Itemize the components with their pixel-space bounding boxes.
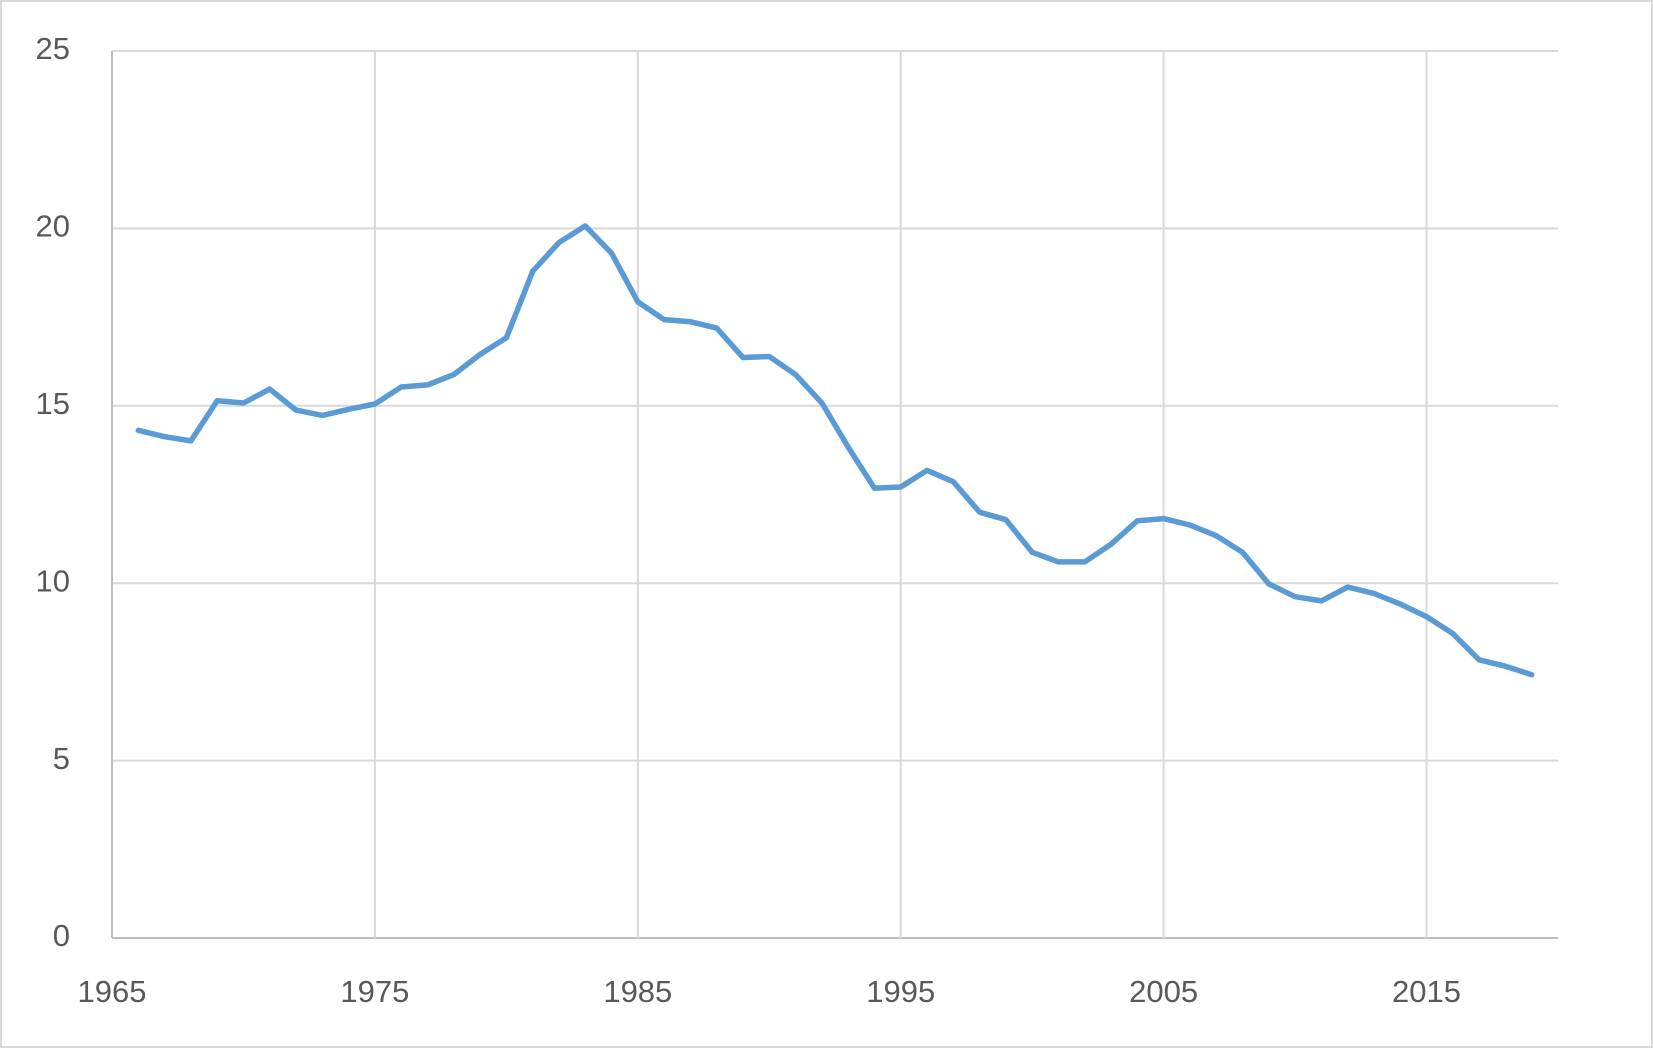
y-tick-label: 25 bbox=[36, 31, 70, 66]
x-tick-label: 1965 bbox=[78, 974, 147, 1009]
y-tick-label: 10 bbox=[36, 563, 70, 598]
y-tick-label: 5 bbox=[53, 741, 70, 776]
y-tick-label: 20 bbox=[36, 209, 70, 244]
x-tick-label: 1985 bbox=[603, 974, 672, 1009]
x-tick-label: 1995 bbox=[866, 974, 935, 1009]
line bbox=[135, 223, 1535, 678]
x-tick-label: 2005 bbox=[1129, 974, 1198, 1009]
x-tick-label: 1975 bbox=[340, 974, 409, 1009]
x-tick-label: 2015 bbox=[1392, 974, 1461, 1009]
y-tick-label: 15 bbox=[36, 386, 70, 421]
y-tick-label: 0 bbox=[53, 918, 70, 953]
